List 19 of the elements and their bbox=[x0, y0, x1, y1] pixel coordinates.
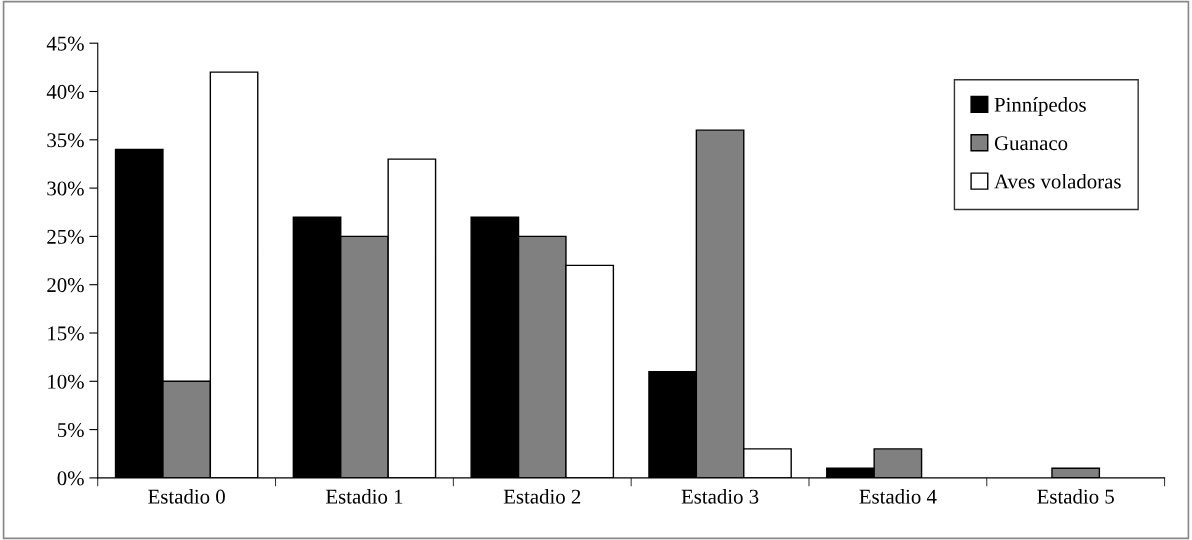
y-tick-label: 45% bbox=[46, 36, 84, 51]
x-tick-label: Estadio 1 bbox=[326, 489, 403, 504]
y-tick-label: 20% bbox=[47, 278, 84, 293]
legend-label: Aves voladoras bbox=[994, 173, 1121, 189]
y-tick-label: 15% bbox=[48, 326, 84, 341]
x-tick-label: Estadio 3 bbox=[681, 489, 759, 504]
y-tick-label: 30% bbox=[47, 181, 84, 196]
y-tick-label: 35% bbox=[47, 133, 84, 148]
x-tick-label: Estadio 2 bbox=[503, 489, 581, 504]
legend-label: Guanaco bbox=[994, 136, 1068, 151]
legend-label: Pinnípedos bbox=[994, 97, 1086, 117]
y-tick-label: 10% bbox=[48, 374, 84, 389]
x-tick-label: Estadio 4 bbox=[859, 489, 937, 504]
y-tick-label: 0% bbox=[57, 471, 84, 486]
x-tick-label: Estadio 0 bbox=[148, 489, 225, 504]
x-tick-label: Estadio 5 bbox=[1037, 489, 1114, 504]
y-tick-label: 25% bbox=[47, 229, 84, 244]
y-tick-label: 5% bbox=[57, 422, 84, 438]
y-tick-label: 40% bbox=[46, 84, 84, 99]
